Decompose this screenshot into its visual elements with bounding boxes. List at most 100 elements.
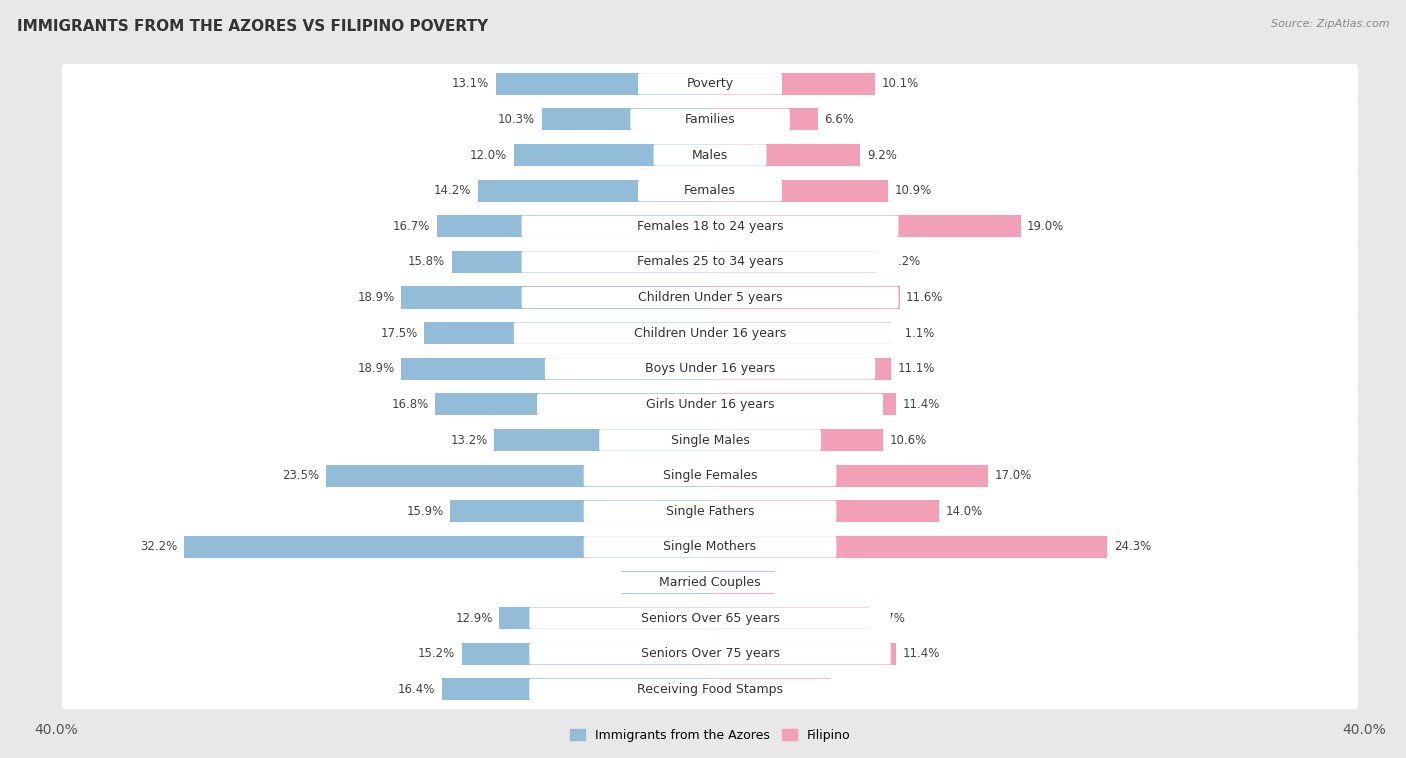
FancyBboxPatch shape bbox=[513, 322, 907, 344]
Bar bbox=[710, 536, 1107, 558]
Text: 23.5%: 23.5% bbox=[283, 469, 319, 482]
Text: 10.9%: 10.9% bbox=[894, 184, 932, 197]
FancyBboxPatch shape bbox=[62, 242, 1358, 282]
FancyBboxPatch shape bbox=[62, 562, 1358, 603]
Bar bbox=[450, 500, 710, 522]
FancyBboxPatch shape bbox=[529, 678, 891, 700]
Bar bbox=[710, 251, 877, 273]
FancyBboxPatch shape bbox=[630, 108, 790, 130]
FancyBboxPatch shape bbox=[529, 643, 891, 665]
Text: Females: Females bbox=[685, 184, 735, 197]
FancyBboxPatch shape bbox=[529, 607, 891, 629]
Bar bbox=[441, 678, 710, 700]
Text: Single Mothers: Single Mothers bbox=[664, 540, 756, 553]
Text: Families: Families bbox=[685, 113, 735, 126]
Text: 18.9%: 18.9% bbox=[357, 362, 395, 375]
Text: 11.6%: 11.6% bbox=[905, 291, 943, 304]
FancyBboxPatch shape bbox=[62, 634, 1358, 674]
Text: 16.8%: 16.8% bbox=[392, 398, 429, 411]
Text: 12.0%: 12.0% bbox=[470, 149, 508, 161]
Text: 9.2%: 9.2% bbox=[868, 149, 897, 161]
FancyBboxPatch shape bbox=[62, 313, 1358, 353]
Bar bbox=[495, 429, 710, 451]
FancyBboxPatch shape bbox=[62, 491, 1358, 531]
Text: Single Fathers: Single Fathers bbox=[666, 505, 754, 518]
Bar bbox=[710, 108, 818, 130]
Bar bbox=[710, 393, 897, 415]
Text: 14.2%: 14.2% bbox=[434, 184, 471, 197]
Bar bbox=[710, 465, 988, 487]
Text: 7.4%: 7.4% bbox=[838, 683, 868, 696]
FancyBboxPatch shape bbox=[62, 669, 1358, 709]
Text: Single Males: Single Males bbox=[671, 434, 749, 446]
FancyBboxPatch shape bbox=[62, 420, 1358, 460]
Bar bbox=[710, 607, 869, 629]
Bar bbox=[710, 429, 883, 451]
Bar bbox=[710, 643, 897, 665]
Text: 24.3%: 24.3% bbox=[1114, 540, 1152, 553]
FancyBboxPatch shape bbox=[576, 572, 844, 594]
FancyBboxPatch shape bbox=[599, 429, 821, 451]
FancyBboxPatch shape bbox=[62, 384, 1358, 424]
Bar bbox=[710, 73, 875, 95]
FancyBboxPatch shape bbox=[638, 180, 782, 202]
Text: Receiving Food Stamps: Receiving Food Stamps bbox=[637, 683, 783, 696]
Bar bbox=[710, 678, 831, 700]
Text: 11.4%: 11.4% bbox=[903, 647, 941, 660]
Bar bbox=[515, 144, 710, 166]
Legend: Immigrants from the Azores, Filipino: Immigrants from the Azores, Filipino bbox=[569, 729, 851, 742]
Text: 15.2%: 15.2% bbox=[418, 647, 456, 660]
Bar bbox=[401, 358, 710, 380]
Text: 11.1%: 11.1% bbox=[898, 327, 935, 340]
FancyBboxPatch shape bbox=[583, 465, 837, 487]
FancyBboxPatch shape bbox=[522, 287, 898, 309]
Text: 16.4%: 16.4% bbox=[398, 683, 436, 696]
Text: 10.6%: 10.6% bbox=[890, 434, 927, 446]
Text: Females 25 to 34 years: Females 25 to 34 years bbox=[637, 255, 783, 268]
Text: 13.2%: 13.2% bbox=[450, 434, 488, 446]
Bar bbox=[621, 572, 710, 594]
Text: IMMIGRANTS FROM THE AZORES VS FILIPINO POVERTY: IMMIGRANTS FROM THE AZORES VS FILIPINO P… bbox=[17, 19, 488, 34]
Text: 10.1%: 10.1% bbox=[882, 77, 920, 90]
Text: 11.1%: 11.1% bbox=[898, 362, 935, 375]
FancyBboxPatch shape bbox=[546, 358, 875, 380]
Bar bbox=[541, 108, 710, 130]
FancyBboxPatch shape bbox=[62, 277, 1358, 318]
Text: Married Couples: Married Couples bbox=[659, 576, 761, 589]
FancyBboxPatch shape bbox=[62, 171, 1358, 211]
FancyBboxPatch shape bbox=[638, 73, 782, 95]
FancyBboxPatch shape bbox=[62, 64, 1358, 104]
FancyBboxPatch shape bbox=[62, 527, 1358, 567]
Bar bbox=[710, 358, 891, 380]
Bar bbox=[461, 643, 710, 665]
Text: Source: ZipAtlas.com: Source: ZipAtlas.com bbox=[1271, 19, 1389, 29]
Text: Seniors Over 75 years: Seniors Over 75 years bbox=[641, 647, 779, 660]
Bar bbox=[710, 500, 939, 522]
FancyBboxPatch shape bbox=[583, 500, 837, 522]
Text: 32.2%: 32.2% bbox=[141, 540, 177, 553]
Bar bbox=[499, 607, 710, 629]
Text: 6.6%: 6.6% bbox=[824, 113, 855, 126]
Bar bbox=[401, 287, 710, 309]
FancyBboxPatch shape bbox=[62, 135, 1358, 175]
Text: Single Females: Single Females bbox=[662, 469, 758, 482]
Text: 15.8%: 15.8% bbox=[408, 255, 446, 268]
Text: 18.9%: 18.9% bbox=[357, 291, 395, 304]
Text: Boys Under 16 years: Boys Under 16 years bbox=[645, 362, 775, 375]
Text: 16.7%: 16.7% bbox=[394, 220, 430, 233]
Text: Children Under 16 years: Children Under 16 years bbox=[634, 327, 786, 340]
Bar bbox=[184, 536, 710, 558]
Bar bbox=[496, 73, 710, 95]
Bar bbox=[710, 572, 776, 594]
Text: 15.9%: 15.9% bbox=[406, 505, 444, 518]
Text: 17.0%: 17.0% bbox=[994, 469, 1032, 482]
Bar bbox=[710, 144, 860, 166]
FancyBboxPatch shape bbox=[62, 99, 1358, 139]
FancyBboxPatch shape bbox=[62, 456, 1358, 496]
Text: 12.9%: 12.9% bbox=[456, 612, 492, 625]
Text: 9.7%: 9.7% bbox=[875, 612, 905, 625]
Text: 14.0%: 14.0% bbox=[945, 505, 983, 518]
Text: Seniors Over 65 years: Seniors Over 65 years bbox=[641, 612, 779, 625]
FancyBboxPatch shape bbox=[62, 598, 1358, 638]
FancyBboxPatch shape bbox=[62, 206, 1358, 246]
